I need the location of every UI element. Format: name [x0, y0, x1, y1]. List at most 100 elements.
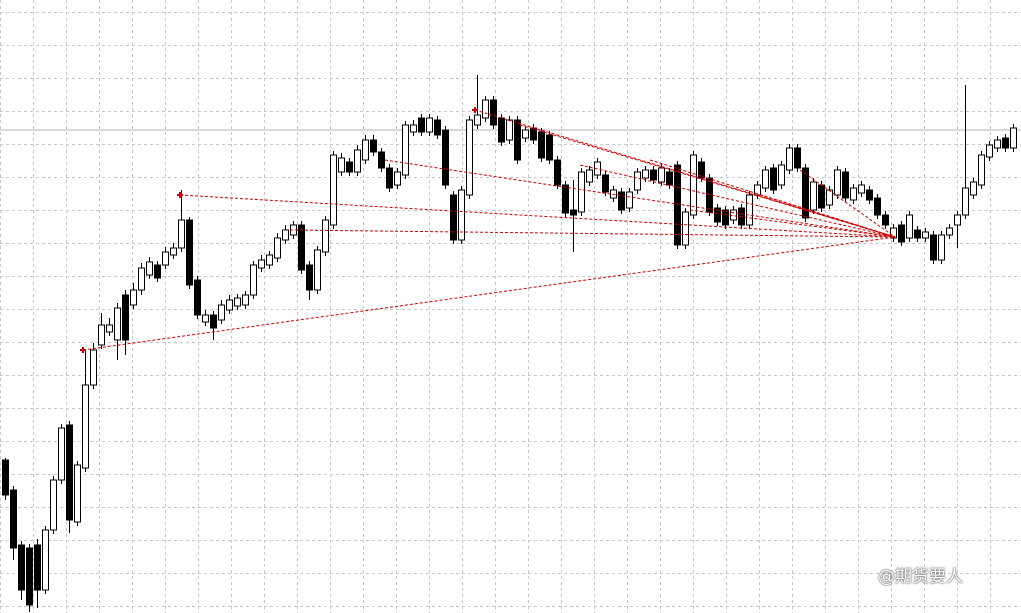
candle-body: [234, 297, 241, 307]
candle-body: [114, 307, 121, 341]
trendline: [289, 229, 896, 238]
candle-body: [786, 147, 793, 171]
anchor-marker: [80, 347, 86, 353]
candle-body: [330, 154, 337, 226]
candle-body: [794, 147, 801, 169]
candle-body: [514, 119, 521, 161]
trendline: [474, 109, 896, 238]
candle-body: [202, 314, 209, 323]
candle-body: [386, 167, 393, 189]
candle-body: [226, 299, 233, 311]
anchor-marker: [177, 192, 183, 198]
trendline: [384, 159, 896, 238]
candle-body: [890, 227, 897, 239]
candle-body: [938, 234, 945, 261]
candle-body: [26, 547, 33, 606]
candle-body: [498, 117, 505, 143]
candle-body: [42, 529, 49, 591]
candle-body: [674, 164, 681, 246]
candle-body: [170, 247, 177, 256]
candle-body: [618, 191, 625, 211]
candle-body: [426, 117, 433, 133]
candle-body: [666, 171, 673, 186]
candle-body: [650, 169, 657, 181]
candle-body: [10, 489, 17, 549]
candle-body: [818, 184, 825, 209]
candle-body: [562, 184, 569, 214]
trendline: [579, 164, 896, 238]
candle-body: [434, 119, 441, 136]
candle-body: [506, 119, 513, 141]
candle-body: [66, 424, 73, 521]
candle-body: [458, 189, 465, 241]
candle-body: [482, 99, 489, 119]
candle-body: [634, 171, 641, 191]
watermark: @期货要人: [878, 567, 963, 587]
candle-body: [410, 124, 417, 133]
candle-body: [58, 427, 65, 481]
trendline: [799, 169, 896, 238]
candle-body: [978, 154, 985, 186]
candle-body: [866, 189, 873, 201]
candle-body: [162, 251, 169, 266]
candle-body: [658, 167, 665, 183]
candle-body: [314, 249, 321, 291]
candle-body: [90, 349, 97, 386]
candle-body: [298, 224, 305, 271]
candle-body: [418, 117, 425, 133]
candle-body: [98, 324, 105, 346]
candle-body: [250, 264, 257, 296]
candle-body: [306, 264, 313, 291]
candle-body: [466, 119, 473, 196]
candle-body: [106, 324, 113, 333]
candle-body: [1002, 137, 1009, 149]
candle-body: [986, 144, 993, 158]
trendline: [759, 194, 896, 238]
candle-body: [378, 151, 385, 169]
candle-body: [402, 124, 409, 176]
candle-body: [762, 169, 769, 189]
candle-body: [602, 174, 609, 193]
candle-body: [682, 211, 689, 246]
trendline: [689, 209, 896, 238]
candle-body: [850, 187, 857, 201]
candle-body: [834, 169, 841, 196]
trendline: [82, 236, 896, 351]
candle-body: [882, 214, 889, 226]
candle-body: [282, 229, 289, 241]
candle-body: [746, 194, 753, 226]
candle-body: [186, 219, 193, 286]
candle-body: [242, 294, 249, 306]
candle-body: [130, 289, 137, 306]
candle-body: [138, 267, 145, 291]
candle-body: [450, 194, 457, 241]
candle-body: [146, 261, 153, 276]
candle-body: [770, 167, 777, 191]
candle-body: [82, 384, 89, 469]
candle-body: [354, 149, 361, 173]
candle-body: [522, 129, 529, 139]
candle-body: [714, 207, 721, 223]
anchor-marker: [472, 107, 478, 113]
candle-body: [858, 184, 865, 194]
candle-body: [970, 181, 977, 196]
candle-body: [34, 544, 41, 591]
candle-body: [954, 214, 961, 226]
candle-body: [778, 164, 785, 186]
candle-body: [122, 294, 129, 341]
candle-body: [266, 254, 273, 266]
candle-body: [394, 171, 401, 186]
candle-body: [346, 161, 353, 173]
candle-body: [370, 139, 377, 153]
candle-body: [1010, 127, 1017, 149]
candle-body: [258, 259, 265, 269]
candle-body: [906, 214, 913, 239]
candle-body: [690, 154, 697, 216]
candle-body: [442, 129, 449, 186]
trendline: [649, 159, 896, 238]
candle-body: [210, 314, 217, 329]
candle-body: [826, 189, 833, 206]
candle-body: [154, 264, 161, 279]
